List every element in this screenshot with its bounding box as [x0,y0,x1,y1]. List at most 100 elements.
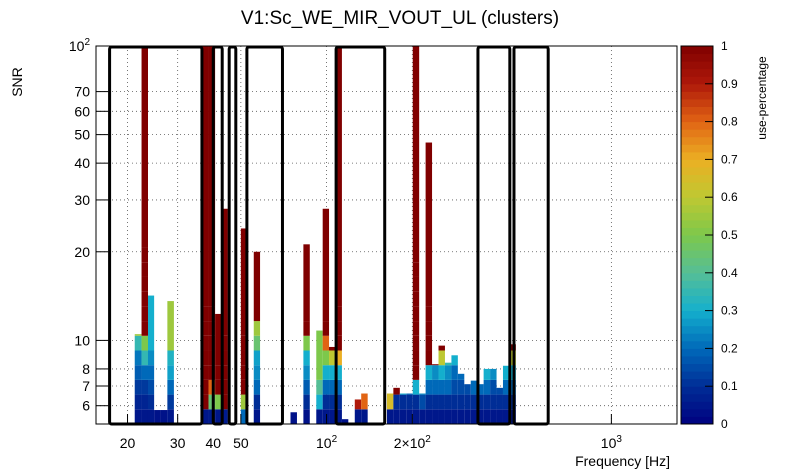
heatmap-cell [432,409,439,424]
heatmap-cell [240,335,248,351]
heatmap-cell [399,409,407,424]
y-tick-label: 70 [74,84,90,100]
heatmap-cell [141,350,148,366]
heatmap-cell [457,379,465,395]
heatmap-cell [451,355,458,366]
color-scale-label: use-percentage [755,56,769,140]
color-scale-band [681,333,713,342]
heatmap-cell [457,409,465,424]
color-scale-band [681,272,713,281]
heatmap-cell [419,394,426,410]
color-scale-band [681,204,713,213]
heatmap-cell [386,393,394,410]
highlight-box [108,45,204,426]
heatmap-cell [412,276,420,292]
heatmap-cell [202,46,209,307]
y-axis-label: SNR [9,67,25,97]
heatmap-cell [477,409,484,424]
heatmap-cell [432,394,439,410]
heatmap-cell [438,409,445,424]
color-scale-tick-label: 0.2 [721,341,738,355]
heatmap-cell [253,251,261,322]
color-scale-tick-label: 0 [721,417,728,431]
heatmap-cell [335,365,342,380]
color-scale-band [681,287,713,296]
x-tick-label: 30 [170,435,186,451]
heatmap-cell [221,409,228,424]
heatmap-cell [303,394,310,410]
heatmap-cell [483,368,491,380]
color-scale-band [681,219,713,228]
heatmap-cell [147,379,155,395]
heatmap-cell [253,335,261,351]
highlight-box [512,45,550,426]
heatmap-cell [451,365,458,380]
heatmap-cell [147,365,155,380]
heatmap-cell [412,409,420,424]
heatmap-cell [329,409,336,424]
color-scale-band [681,371,713,380]
color-scale-band [681,46,713,55]
heatmap-cell [322,335,330,351]
color-scale-band [681,76,713,85]
heatmap-cell [425,335,433,351]
y-tick-label: 102 [69,37,91,54]
heatmap-cell [354,399,362,410]
heatmap-cell [470,409,478,424]
heatmap-cell [496,387,503,395]
heatmap-cell [134,365,142,380]
color-scale-tick-label: 1 [721,39,728,53]
heatmap-cell [167,409,174,424]
heatmap-cell [444,379,452,395]
color-scale-band [681,235,713,244]
heatmap-cell [167,365,174,380]
heatmap-cell [490,409,497,424]
color-scale-band [681,340,713,349]
color-scale-band [681,363,713,372]
heatmap-cell [141,291,148,307]
heatmap-cell [202,394,209,410]
chart-title: V1:Sc_WE_MIR_VOUT_UL (clusters) [241,8,559,29]
heatmap-cell [303,244,310,322]
x-tick-label: 50 [233,435,249,451]
heatmap-cell [425,394,433,410]
heatmap-cell [451,394,458,410]
heatmap-cell [406,394,413,410]
heatmap-cell [240,228,248,336]
heatmap-cell [432,379,439,395]
color-scale-band [681,393,713,402]
heatmap-cell [483,394,491,410]
color-scale-band [681,53,713,62]
heatmap-cells [134,46,516,424]
heatmap-cell [147,350,155,366]
heatmap-cell [253,394,261,410]
heatmap-cell [406,393,413,395]
heatmap-cell [457,394,465,410]
heatmap-cell [502,409,510,424]
heatmap-cell [221,208,228,336]
heatmap-cell [303,409,310,424]
heatmap-cell [303,365,310,380]
y-tick-label: 40 [74,155,90,171]
highlight-box [227,45,238,426]
color-scale-tick-label: 0.7 [721,152,738,166]
heatmap-cell [412,46,420,263]
color-scale-band [681,310,713,319]
heatmap-cell [316,409,323,424]
heatmap-cell [444,409,452,424]
x-axis-label: Frequency [Hz] [575,453,670,469]
color-scale-band [681,159,713,168]
heatmap-cell [470,380,478,395]
heatmap-cell [322,379,330,395]
heatmap-cell [290,412,297,424]
heatmap-cell [406,409,413,424]
heatmap-cell [202,306,209,322]
color-scale-band [681,106,713,115]
heatmap-cell [253,409,261,424]
heatmap-cell [502,394,510,410]
heatmap-cell [335,306,342,322]
heatmap-cell [425,350,433,366]
heatmap-cell [496,394,503,410]
heatmap-cell [432,365,439,380]
heatmap-cell [451,409,458,424]
